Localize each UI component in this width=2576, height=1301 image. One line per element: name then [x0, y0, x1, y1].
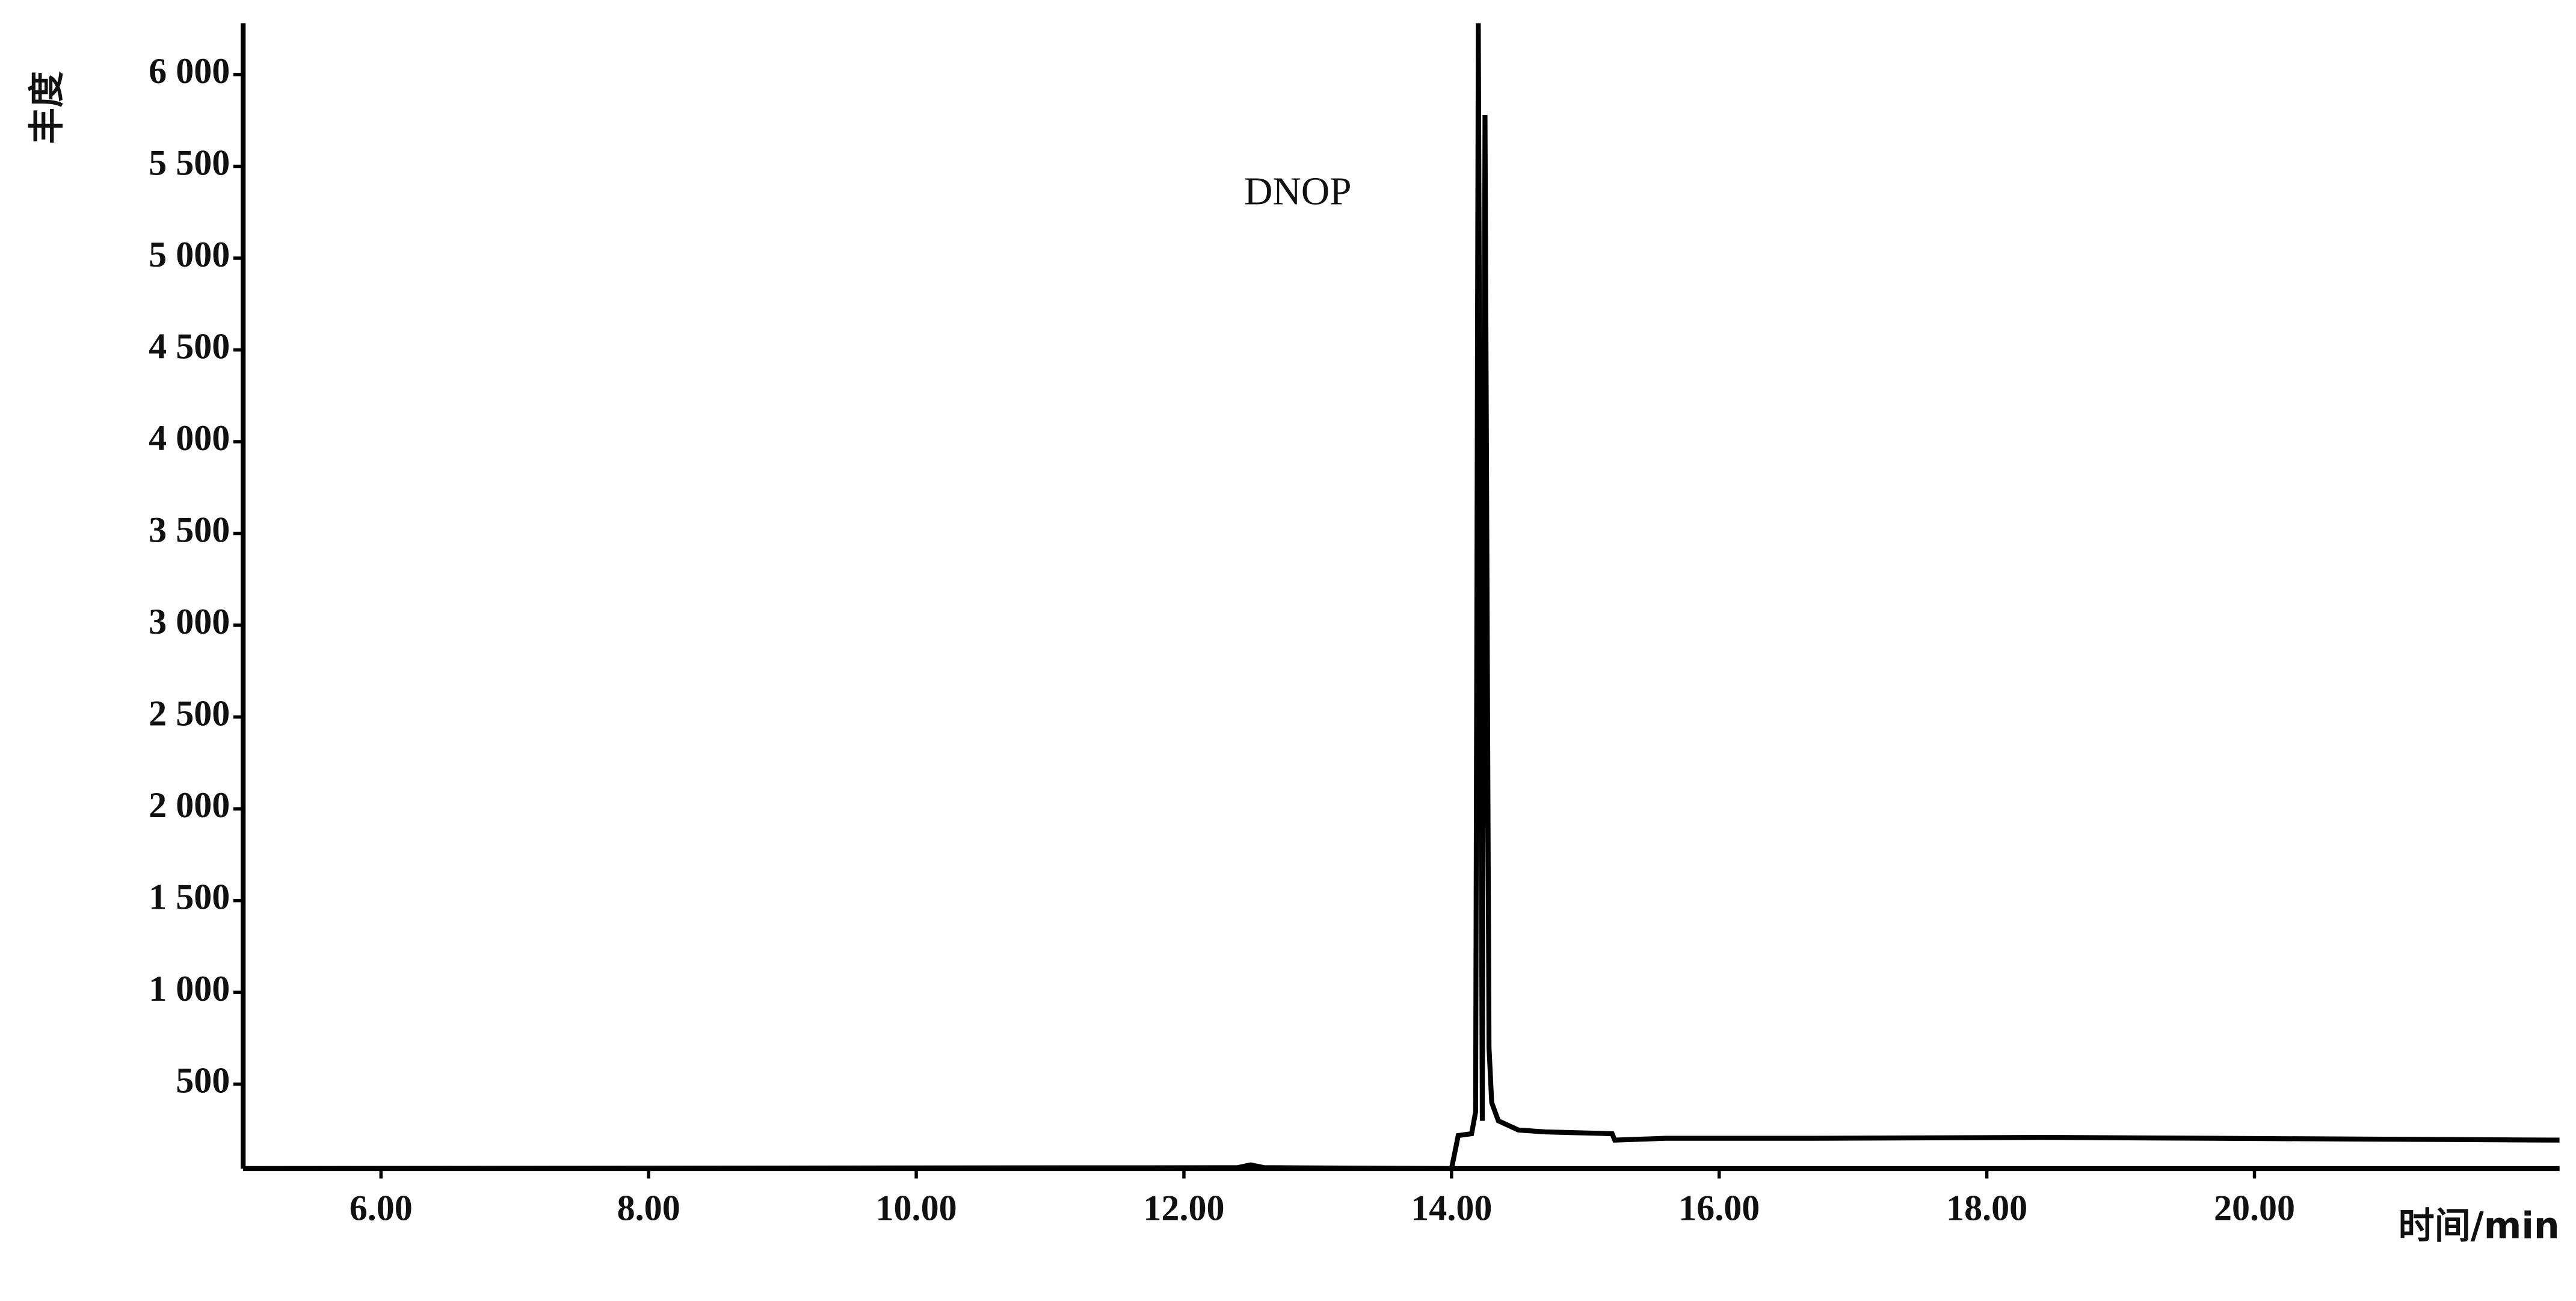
- x-tick-label: 20.00: [2214, 1188, 2295, 1228]
- y-tick-label: 1 500: [149, 877, 230, 917]
- y-tick-label: 2 500: [149, 693, 230, 734]
- x-tick-label: 8.00: [617, 1188, 680, 1228]
- y-tick-label: 5 500: [149, 143, 230, 183]
- y-tick-label: 3 500: [149, 510, 230, 550]
- y-axis-label: 丰度: [26, 71, 69, 144]
- y-tick-label: 3 000: [149, 602, 230, 642]
- y-tick-label: 4 500: [149, 326, 230, 366]
- x-tick-label: 12.00: [1143, 1188, 1224, 1228]
- y-tick-label: 6 000: [149, 51, 230, 91]
- x-tick-label: 6.00: [350, 1188, 413, 1228]
- x-tick-label: 18.00: [1946, 1188, 2027, 1228]
- x-axis-label: 时间/min: [2399, 1205, 2560, 1247]
- peak-annotation: DNOP: [1244, 170, 1351, 214]
- y-tick-label: 1 000: [149, 969, 230, 1009]
- x-tick-label: 10.00: [875, 1188, 957, 1228]
- x-tick-label: 16.00: [1678, 1188, 1760, 1228]
- y-tick-label: 4 000: [149, 418, 230, 459]
- y-tick-label: 2 000: [149, 785, 230, 826]
- y-tick-label: 5 000: [149, 235, 230, 275]
- x-tick-label: 14.00: [1411, 1188, 1492, 1228]
- y-tick-label: 500: [176, 1060, 230, 1101]
- data-line: [247, 23, 2560, 1169]
